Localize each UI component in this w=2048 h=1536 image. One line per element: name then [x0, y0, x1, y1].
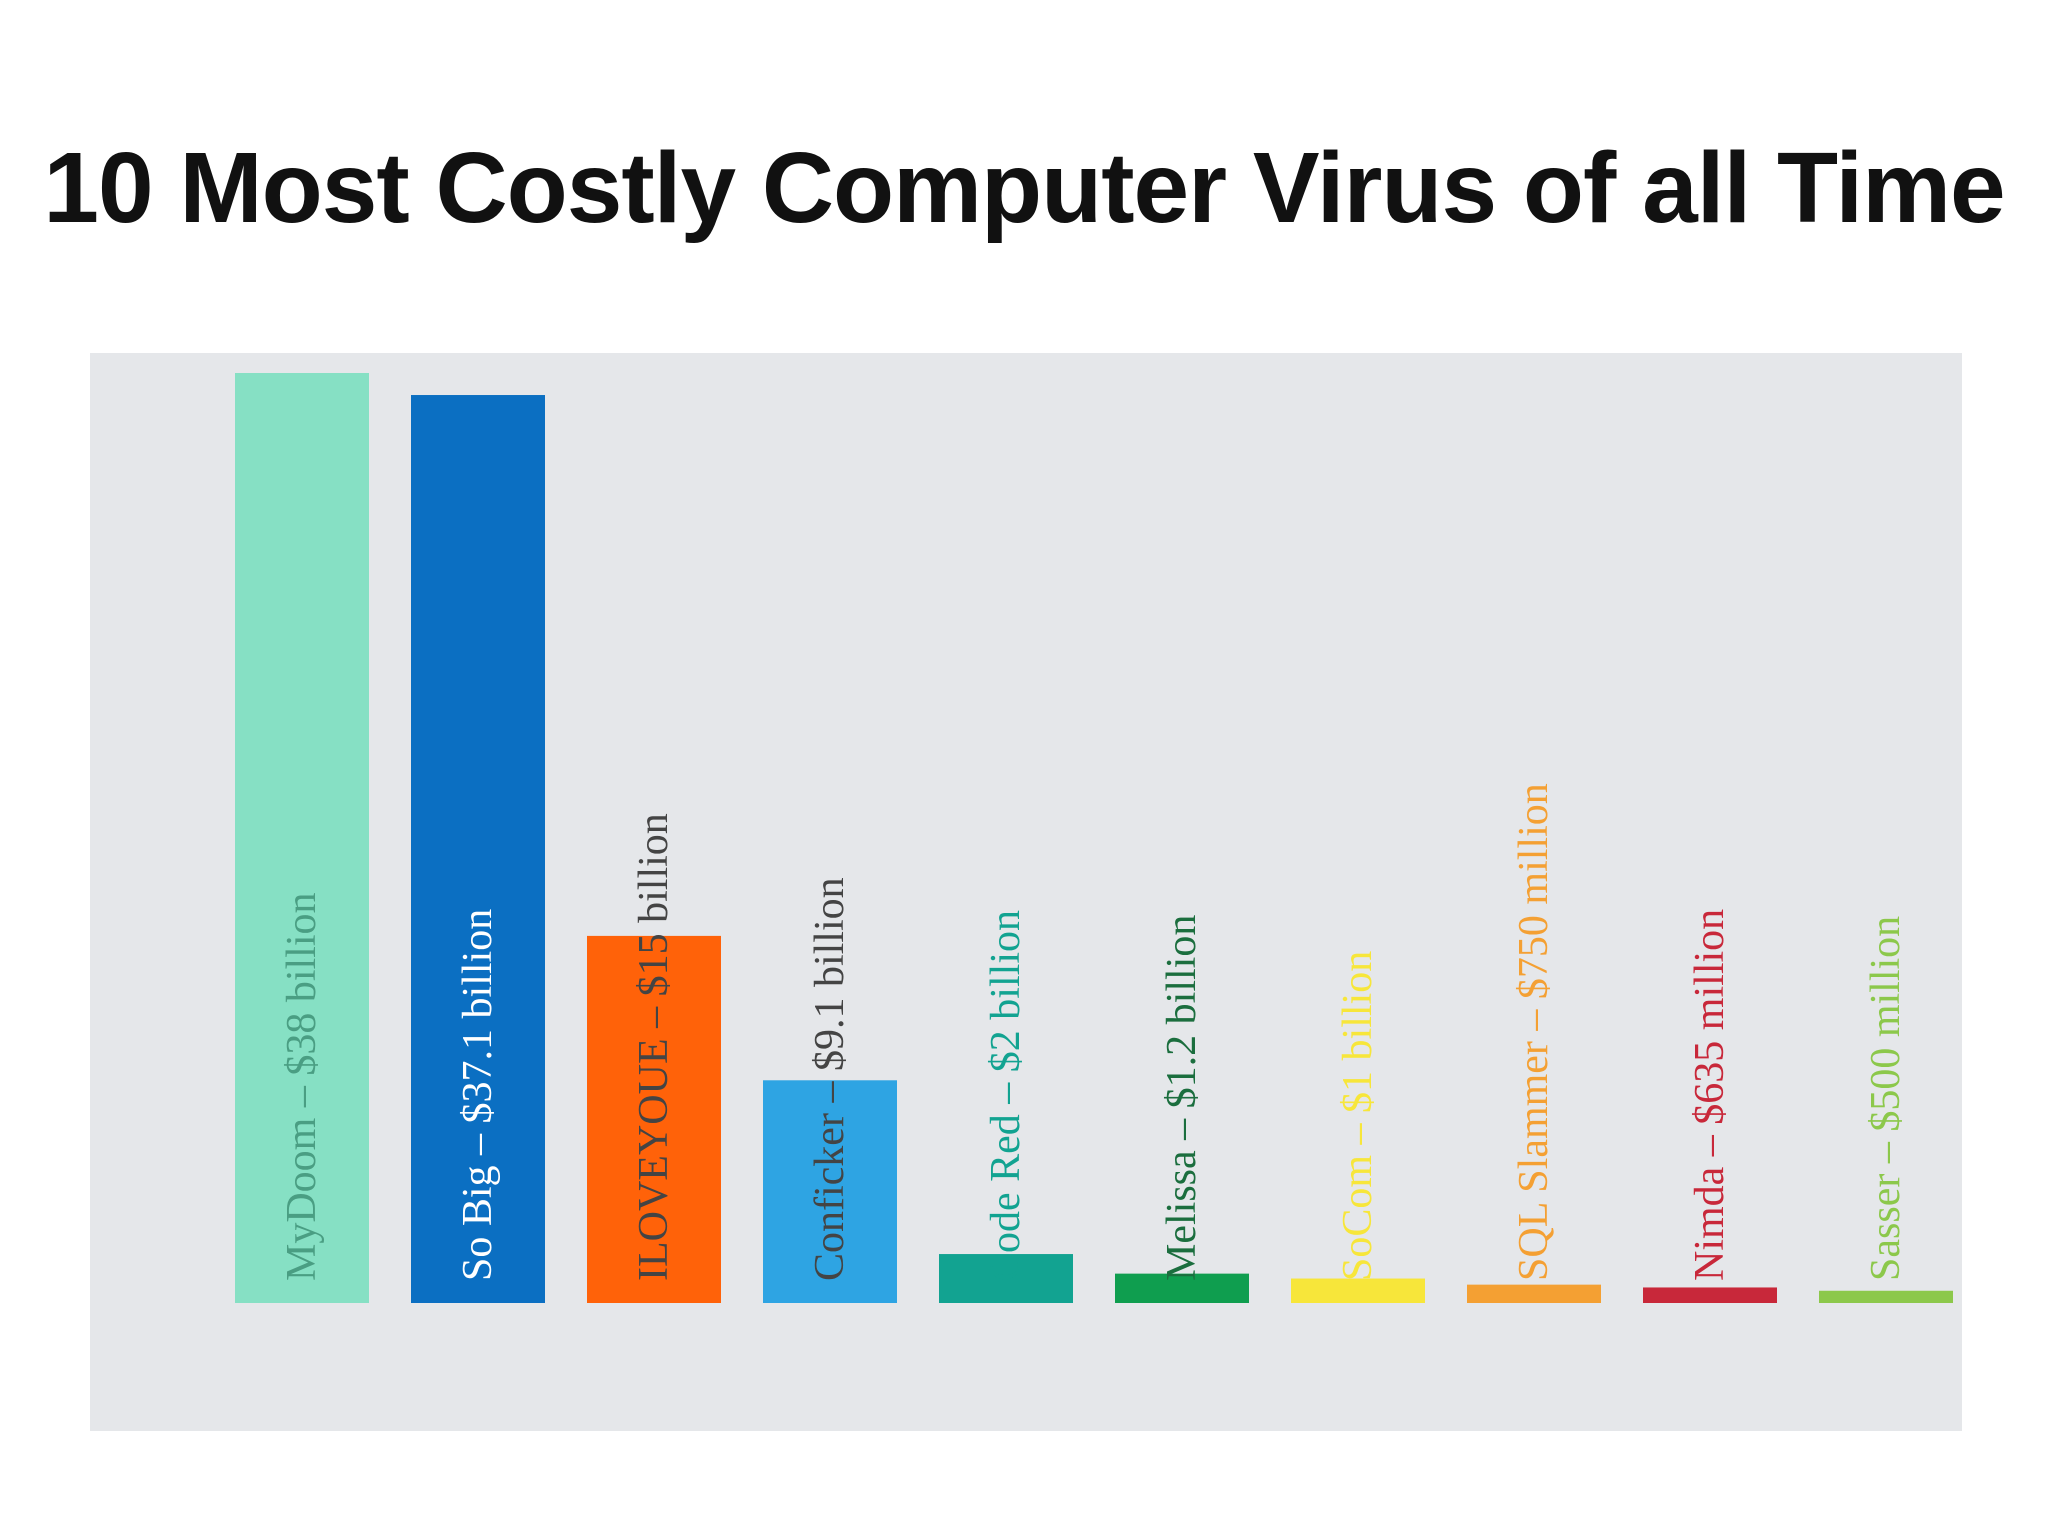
- bar-label-socom: SoCom – $1 billion: [1335, 951, 1381, 1281]
- bar-so-big: [411, 395, 545, 1303]
- slide-title: 10 Most Costly Computer Virus of all Tim…: [43, 132, 2005, 244]
- bar-sasser: [1819, 1290, 1953, 1303]
- bar-label-mydoom: MyDoom – $38 billion: [279, 892, 325, 1281]
- bar-socom: [1291, 1278, 1425, 1303]
- bar-label-nimda: Nimda – $635 million: [1687, 909, 1733, 1281]
- bar-label-code-red: Code Red – $2 billion: [983, 910, 1029, 1281]
- bar-label-iloveyoue: ILOVEYOUE – $15 billion: [631, 813, 677, 1281]
- bar-label-so-big: So Big – $37.1 billion: [455, 909, 501, 1281]
- bar-sql-slammer: [1467, 1284, 1601, 1303]
- bar-code-red: [939, 1254, 1073, 1303]
- bar-label-conficker: Conficker – $9.1 billion: [807, 877, 853, 1281]
- bar-melissa: [1115, 1273, 1249, 1303]
- chart-panel: MyDoom – $38 billion So Big – $37.1 billi…: [90, 353, 1962, 1431]
- bar-label-sasser: Sasser – $500 million: [1863, 916, 1909, 1281]
- bar-label-melissa: Melissa – $1.2 billion: [1159, 915, 1205, 1281]
- bar-iloveyoue: [587, 935, 721, 1303]
- bar-nimda: [1643, 1287, 1777, 1303]
- bar-chart: MyDoom – $38 billion So Big – $37.1 billi…: [235, 373, 1953, 1303]
- bar-label-sql-slammer: SQL Slammer – $750 million: [1511, 783, 1557, 1281]
- bar-mydoom: [235, 373, 369, 1303]
- bar-conficker: [763, 1080, 897, 1303]
